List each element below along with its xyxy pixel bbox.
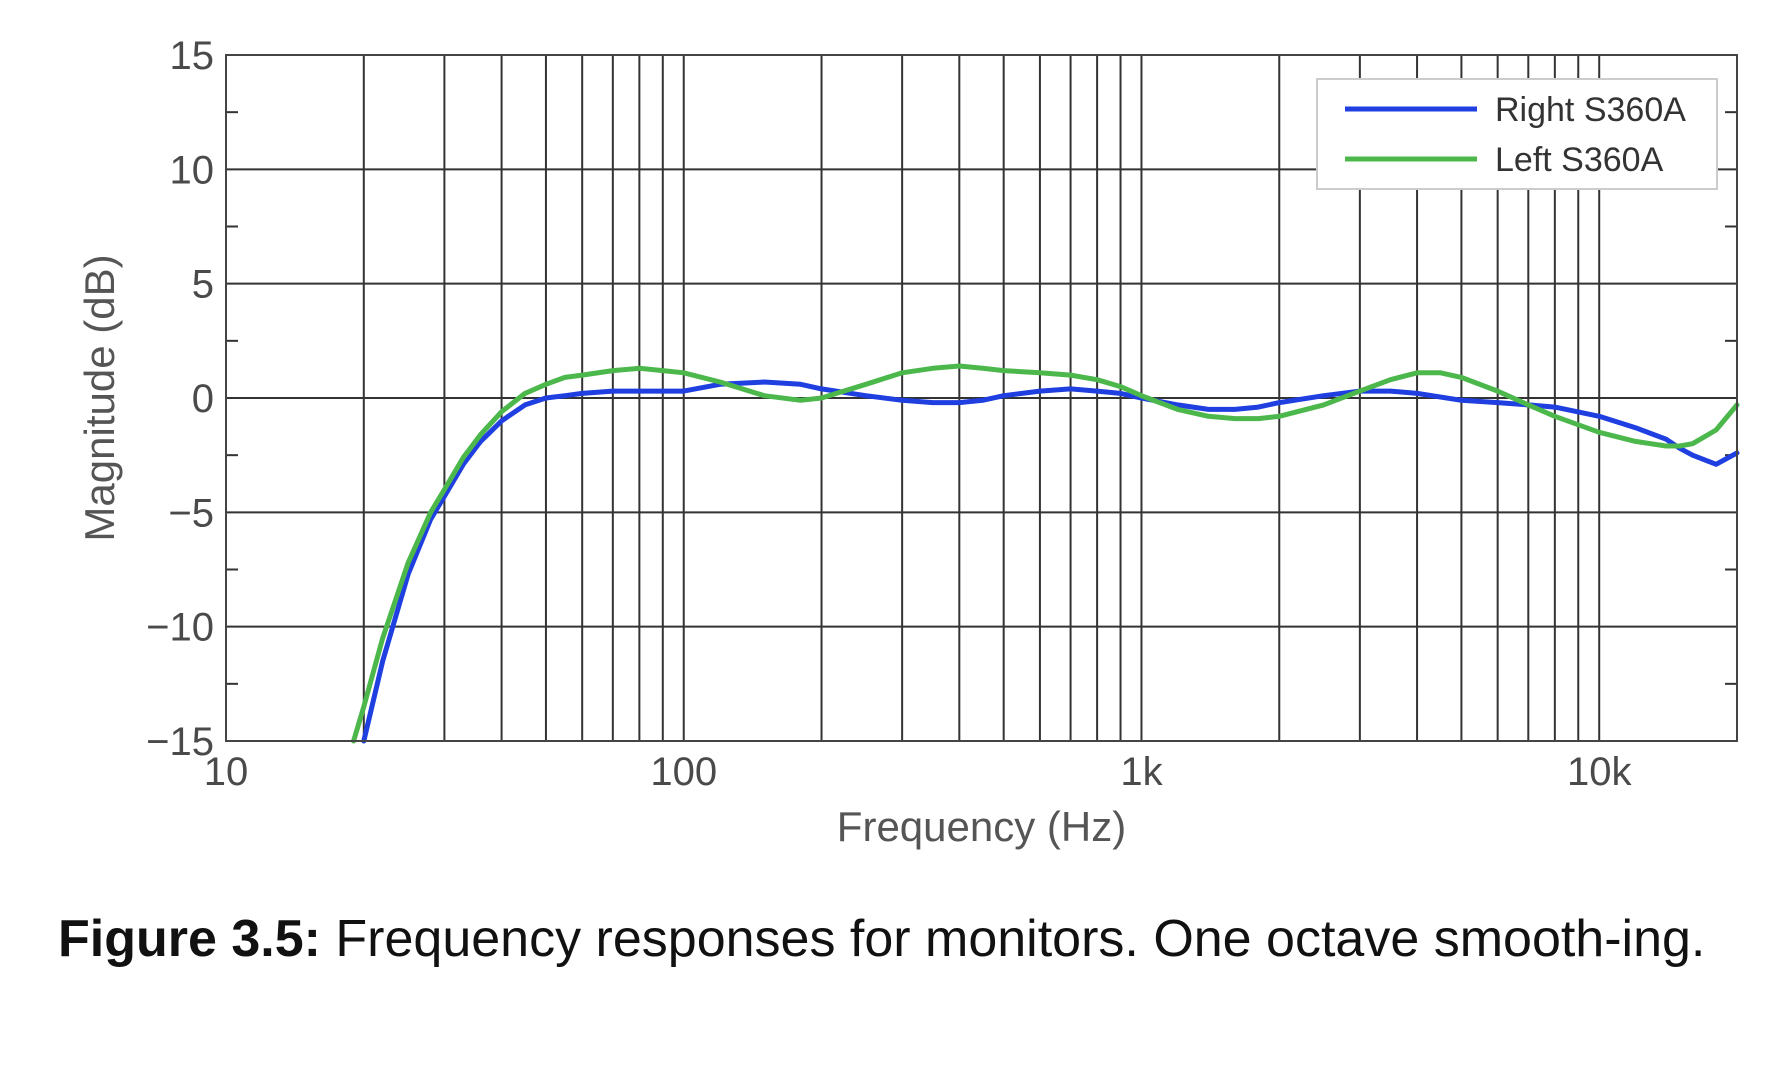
y-tick-label: 5 — [192, 263, 214, 307]
x-tick-label: 10 — [204, 750, 249, 794]
y-tick-label: −10 — [146, 606, 214, 650]
x-tick-label: 10k — [1567, 750, 1632, 794]
legend-box — [1316, 78, 1718, 190]
caption-label: Figure 3.5: — [58, 910, 321, 968]
series-line-left-s360a — [351, 363, 1740, 744]
series-line-right-s360a — [361, 379, 1740, 744]
y-tick-label: −5 — [168, 491, 214, 535]
series-lines — [351, 363, 1740, 744]
y-tick-label: 10 — [170, 148, 215, 192]
frequency-response-chart: 15 10 5 0 −5 −10 −15 10 100 1k 10k Frequency (Hz)… — [76, 34, 1740, 850]
y-tick-label: 15 — [170, 34, 215, 78]
x-tick-label: 1k — [1120, 750, 1163, 794]
x-tick-labels: 10 100 1k 10k — [204, 750, 1633, 794]
y-axis-label: Magnitude (dB) — [76, 254, 123, 541]
legend-label-left-s360a: Left S360A — [1495, 141, 1664, 179]
x-axis-label: Frequency (Hz) — [837, 803, 1126, 850]
figure-caption: Figure 3.5: Frequency responses for moni… — [58, 905, 1748, 973]
y-tick-label: 0 — [192, 377, 214, 421]
x-tick-label: 100 — [650, 750, 717, 794]
caption-text: Frequency responses for monitors. One oc… — [335, 910, 1706, 968]
y-tick-labels: 15 10 5 0 −5 −10 −15 — [146, 34, 214, 764]
y-tick-label: −15 — [146, 720, 214, 764]
legend: Right S360A Left S360A — [1316, 78, 1718, 190]
legend-label-right-s360a: Right S360A — [1495, 91, 1686, 129]
plot-frame — [225, 54, 1738, 742]
